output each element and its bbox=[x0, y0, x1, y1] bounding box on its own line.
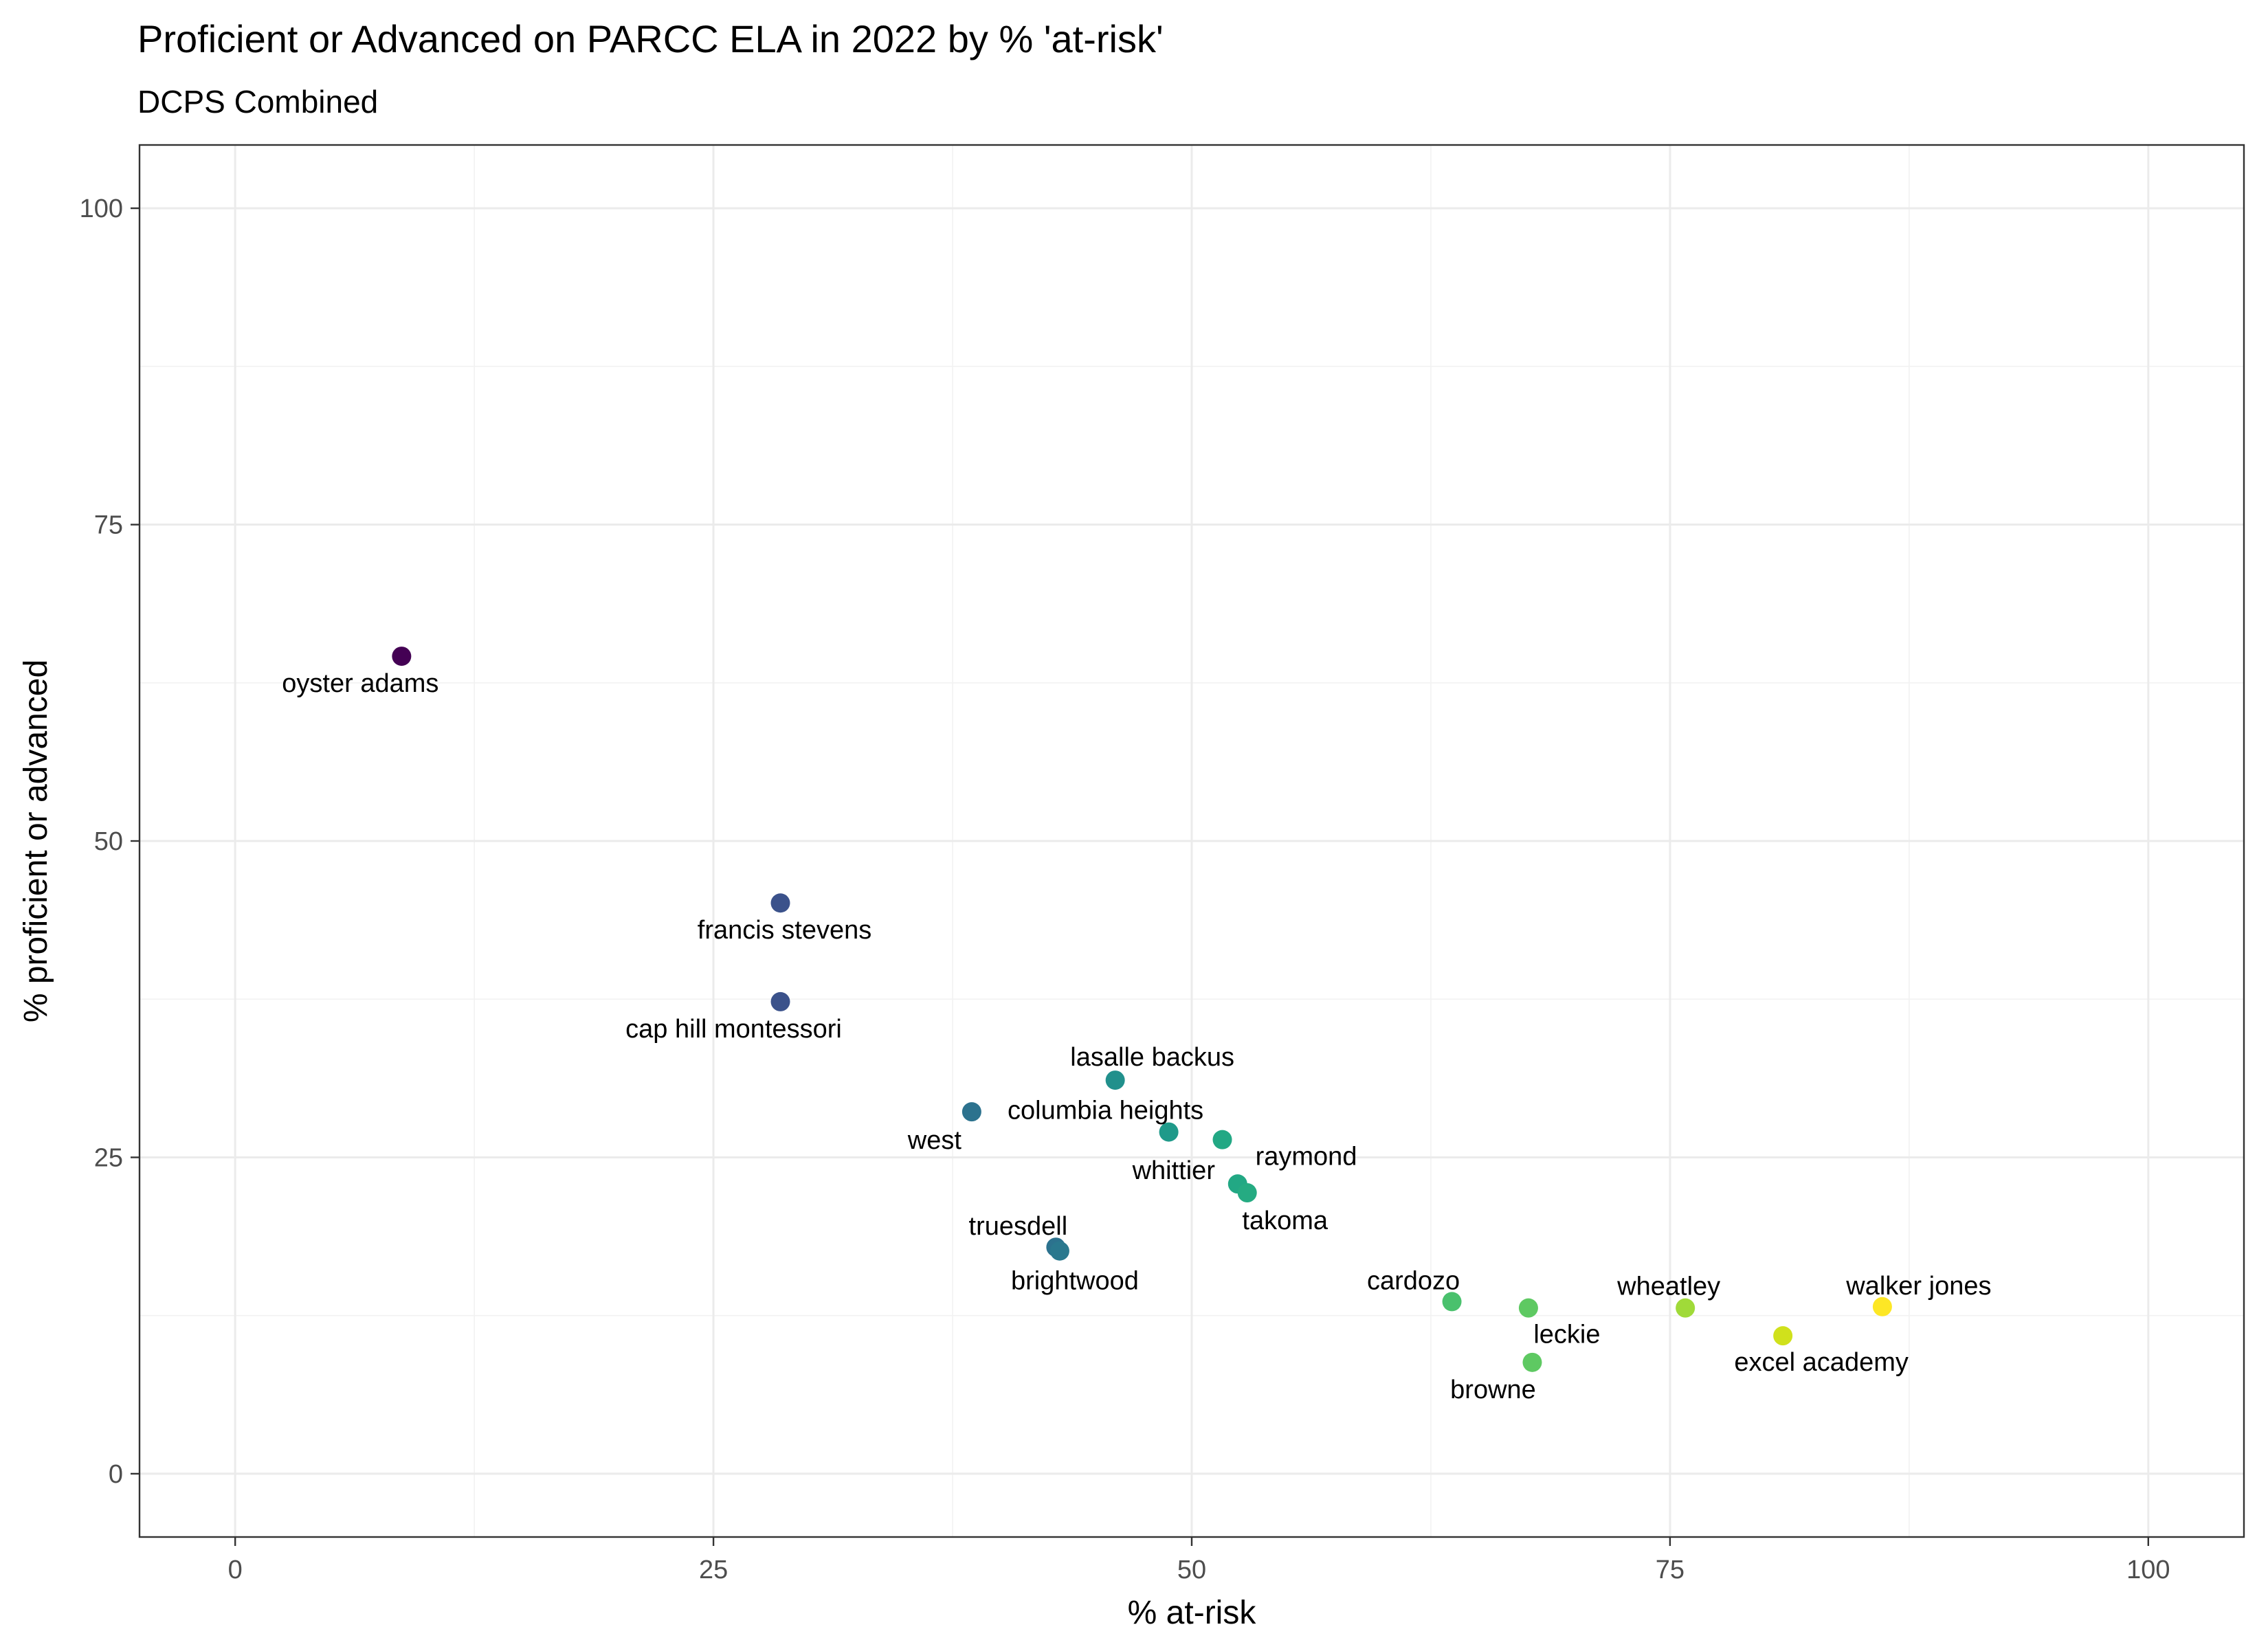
point-label: truesdell bbox=[969, 1212, 1068, 1241]
point-label: lasalle backus bbox=[1070, 1043, 1234, 1072]
data-point bbox=[392, 647, 412, 666]
point-label: browne bbox=[1450, 1376, 1536, 1404]
data-point bbox=[1872, 1297, 1892, 1316]
data-point bbox=[1773, 1326, 1793, 1346]
point-label: wheatley bbox=[1616, 1272, 1720, 1301]
x-tick-label: 50 bbox=[1177, 1556, 1206, 1584]
point-label: walker jones bbox=[1845, 1272, 1991, 1301]
point-label: brightwood bbox=[1011, 1267, 1139, 1296]
y-tick-label: 50 bbox=[94, 827, 123, 856]
y-axis-title: % proficient or advanced bbox=[18, 660, 54, 1022]
point-label: francis stevens bbox=[698, 916, 871, 945]
point-label: raymond bbox=[1256, 1143, 1357, 1171]
point-label: oyster adams bbox=[282, 669, 438, 698]
axes: 0 25 50 75 100 0 25 50 75 100 bbox=[80, 194, 2170, 1584]
x-tick-label: 0 bbox=[228, 1556, 243, 1584]
y-tick-label: 0 bbox=[109, 1460, 123, 1489]
data-point bbox=[1237, 1183, 1257, 1203]
x-tick-label: 25 bbox=[699, 1556, 728, 1584]
point-label: columbia heights bbox=[1008, 1097, 1203, 1125]
point-label: cardozo bbox=[1367, 1266, 1460, 1295]
data-point bbox=[961, 1102, 981, 1122]
data-point bbox=[1105, 1070, 1125, 1090]
point-label: whittier bbox=[1132, 1156, 1216, 1185]
x-tick-label: 100 bbox=[2126, 1556, 2170, 1584]
y-tick-label: 25 bbox=[94, 1143, 123, 1172]
data-point bbox=[1676, 1298, 1696, 1318]
data-point bbox=[1522, 1352, 1542, 1372]
chart-subtitle: DCPS Combined bbox=[137, 84, 378, 120]
point-label: excel academy bbox=[1734, 1348, 1908, 1377]
data-point bbox=[1518, 1298, 1538, 1318]
point-label: leckie bbox=[1533, 1321, 1600, 1349]
y-tick-label: 75 bbox=[94, 511, 123, 540]
data-point bbox=[1049, 1241, 1069, 1261]
data-point bbox=[770, 991, 790, 1011]
x-axis-title: % at-risk bbox=[1128, 1595, 1257, 1631]
data-point bbox=[1442, 1292, 1462, 1312]
chart-title: Proficient or Advanced on PARCC ELA in 2… bbox=[137, 17, 1164, 60]
gridlines bbox=[140, 145, 2244, 1537]
point-label: cap hill montessori bbox=[625, 1015, 842, 1044]
point-labels: oyster adams francis stevens cap hill mont… bbox=[282, 669, 1991, 1404]
data-point bbox=[1212, 1130, 1232, 1149]
point-label: west bbox=[907, 1126, 962, 1155]
x-tick-label: 75 bbox=[1656, 1556, 1685, 1584]
y-tick-label: 100 bbox=[80, 194, 123, 223]
point-label: takoma bbox=[1242, 1207, 1328, 1235]
data-points bbox=[392, 647, 1892, 1372]
data-point bbox=[770, 893, 790, 913]
data-point bbox=[1159, 1122, 1179, 1142]
